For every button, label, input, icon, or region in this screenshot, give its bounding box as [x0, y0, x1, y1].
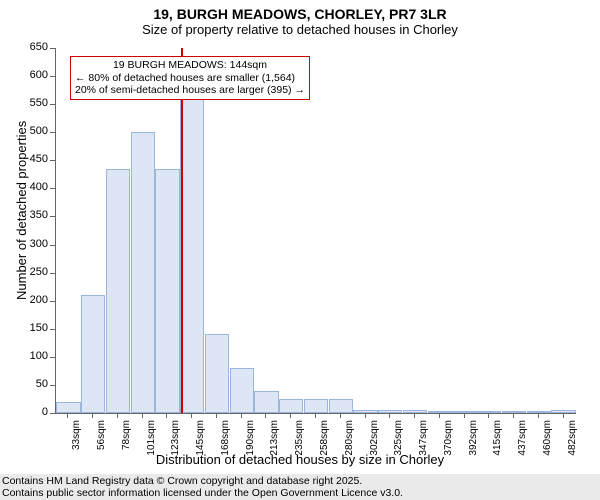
- marker-line: [181, 48, 183, 413]
- y-tick-label: 650: [18, 41, 48, 53]
- y-tick-label: 450: [18, 153, 48, 165]
- bar: [527, 411, 551, 413]
- x-tick-label: 437sqm: [517, 420, 528, 470]
- plot-area: [55, 48, 576, 414]
- bar: [56, 402, 80, 413]
- x-tick-label: 392sqm: [468, 420, 479, 470]
- footer-line-2: Contains public sector information licen…: [2, 487, 600, 499]
- y-tick-label: 100: [18, 350, 48, 362]
- x-tick-label: 302sqm: [369, 420, 380, 470]
- x-tick-label: 325sqm: [393, 420, 404, 470]
- x-tick: [563, 413, 564, 418]
- y-tick: [50, 273, 55, 274]
- x-tick: [414, 413, 415, 418]
- y-tick: [50, 48, 55, 49]
- x-tick-label: 482sqm: [567, 420, 578, 470]
- bar: [329, 399, 353, 413]
- y-tick-label: 600: [18, 69, 48, 81]
- x-tick-label: 213sqm: [269, 420, 280, 470]
- y-tick-label: 0: [18, 406, 48, 418]
- x-tick-label: 190sqm: [245, 420, 256, 470]
- x-tick-label: 258sqm: [319, 420, 330, 470]
- y-tick: [50, 216, 55, 217]
- bar: [180, 73, 204, 413]
- x-tick: [241, 413, 242, 418]
- y-tick: [50, 357, 55, 358]
- x-tick: [191, 413, 192, 418]
- x-tick: [216, 413, 217, 418]
- bar: [551, 410, 575, 413]
- y-tick: [50, 104, 55, 105]
- x-tick: [538, 413, 539, 418]
- footer: Contains HM Land Registry data © Crown c…: [0, 474, 600, 500]
- x-tick: [464, 413, 465, 418]
- bar: [452, 411, 476, 413]
- y-tick-label: 50: [18, 378, 48, 390]
- bar: [155, 169, 179, 413]
- x-tick-label: 101sqm: [146, 420, 157, 470]
- annotation-line: 20% of semi-detached houses are larger (…: [75, 84, 305, 97]
- x-tick-label: 33sqm: [71, 420, 82, 470]
- x-tick-label: 235sqm: [294, 420, 305, 470]
- x-tick: [92, 413, 93, 418]
- y-tick-label: 300: [18, 238, 48, 250]
- x-tick: [439, 413, 440, 418]
- x-tick: [117, 413, 118, 418]
- x-tick: [389, 413, 390, 418]
- y-tick-label: 550: [18, 97, 48, 109]
- bar: [254, 391, 278, 413]
- y-tick: [50, 188, 55, 189]
- y-tick: [50, 329, 55, 330]
- x-tick: [67, 413, 68, 418]
- y-tick: [50, 160, 55, 161]
- y-tick: [50, 76, 55, 77]
- y-tick: [50, 413, 55, 414]
- annotation-box: 19 BURGH MEADOWS: 144sqm← 80% of detache…: [70, 56, 310, 100]
- y-tick-label: 150: [18, 322, 48, 334]
- bar: [279, 399, 303, 413]
- bar: [230, 368, 254, 413]
- annotation-line: ← 80% of detached houses are smaller (1,…: [75, 72, 305, 85]
- x-tick: [142, 413, 143, 418]
- x-tick-label: 280sqm: [344, 420, 355, 470]
- y-tick-label: 500: [18, 125, 48, 137]
- x-tick: [365, 413, 366, 418]
- y-tick: [50, 245, 55, 246]
- x-tick: [315, 413, 316, 418]
- y-tick-label: 400: [18, 181, 48, 193]
- x-tick-label: 56sqm: [96, 420, 107, 470]
- x-tick-label: 460sqm: [542, 420, 553, 470]
- y-tick-label: 250: [18, 266, 48, 278]
- bar: [428, 411, 452, 413]
- chart-title: 19, BURGH MEADOWS, CHORLEY, PR7 3LR: [0, 0, 600, 22]
- footer-line-1: Contains HM Land Registry data © Crown c…: [2, 475, 600, 487]
- y-tick-label: 200: [18, 294, 48, 306]
- x-tick-label: 145sqm: [195, 420, 206, 470]
- bar: [131, 132, 155, 413]
- bar: [81, 295, 105, 413]
- bar: [106, 169, 130, 413]
- x-tick: [265, 413, 266, 418]
- x-tick: [340, 413, 341, 418]
- y-tick: [50, 385, 55, 386]
- x-tick-label: 347sqm: [418, 420, 429, 470]
- x-tick-label: 370sqm: [443, 420, 454, 470]
- bar: [205, 334, 229, 413]
- x-tick-label: 415sqm: [492, 420, 503, 470]
- x-tick-label: 78sqm: [121, 420, 132, 470]
- bar: [304, 399, 328, 413]
- y-tick: [50, 132, 55, 133]
- y-tick: [50, 301, 55, 302]
- chart-subtitle: Size of property relative to detached ho…: [0, 22, 600, 37]
- x-tick-label: 123sqm: [170, 420, 181, 470]
- x-tick-label: 168sqm: [220, 420, 231, 470]
- x-tick: [513, 413, 514, 418]
- x-tick: [488, 413, 489, 418]
- annotation-line: 19 BURGH MEADOWS: 144sqm: [75, 59, 305, 72]
- x-tick: [290, 413, 291, 418]
- y-tick-label: 350: [18, 209, 48, 221]
- x-tick: [166, 413, 167, 418]
